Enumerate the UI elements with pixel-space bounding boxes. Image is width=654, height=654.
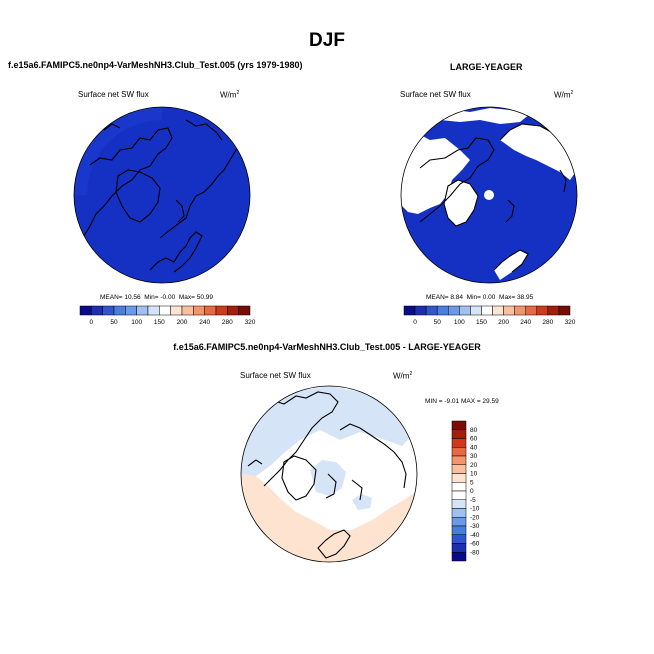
panel3-colorbar-swatch [451,482,467,492]
panel3-colorbar-tick-label: -80 [470,549,480,556]
panel3-colorbar-swatch [451,534,467,544]
panel2-units: W/m2 [554,90,574,100]
panel1-colorbar-tick-label: 280 [222,319,233,326]
panel3-colorbar-swatch [451,438,467,448]
panel3-colorbar-tick-label: -10 [470,506,480,513]
panel1-colorbar-tick-label: 100 [131,319,142,326]
panel3-colorbar-tick-label: 20 [470,462,478,469]
panel1-colorbar-tick-label: 0 [90,319,94,326]
panel1-variable: Surface net SW flux [78,90,149,99]
panel3-colorbar-tick-label: 0 [470,488,474,495]
panel3-colorbar-swatch [451,499,467,509]
panel3-coast-greenland [281,455,317,501]
panel2-colorbar-tick-label: 0 [413,319,417,326]
panel1-colorbar-tick-label: 320 [245,319,256,326]
panel3-colorbar-swatch [451,473,467,483]
panel3-colorbar-swatch [451,525,467,535]
panel3-colorbar-swatch [451,464,467,474]
panel2-colorbar-tick-label: 50 [434,319,442,326]
figure-title: DJF [309,30,345,51]
panel3-colorbar-swatch [451,543,467,553]
panel3-colorbar-swatch [451,508,467,518]
panel3-colorbar-tick-label: 80 [470,427,478,434]
panel1-colorbar-tick-label: 240 [199,319,210,326]
panel3-coast-scandinavia [317,529,351,559]
panel1-title: f.e15a6.FAMIPC5.ne0np4-VarMeshNH3.Club_T… [8,60,303,70]
panel2-land-scandinavia [494,250,528,280]
panel3-colorbar-tick-label: -20 [470,514,480,521]
panel3-units: W/m2 [393,371,413,381]
panel3-colorbar-swatch [451,447,467,457]
panel1-coast-north-america [83,127,173,237]
panel1-colorbar-swatch [238,305,251,316]
panel3-variable: Surface net SW flux [240,371,311,380]
panel3-coast-north-america [261,391,339,487]
panel1-units: W/m2 [220,90,240,100]
panel3-colorbar-swatch [451,429,467,439]
panel1-coast-scandinavia [149,231,203,273]
panel3-colorbar-swatch [451,420,467,430]
panel1-stats: MEAN= 10.56 Min= -0.00 Max= 50.99 [100,294,214,301]
panel1-colorbar-tick-label: 50 [110,319,118,326]
panel3-colorbar-tick-label: -30 [470,523,480,530]
panel2-title: LARGE-YEAGER [450,62,523,72]
panel2-colorbar-tick-label: 100 [454,319,465,326]
panel3-colorbar-swatch [451,490,467,500]
panel2-stats: MEAN= 8.84 Min= 0.00 Max= 38.95 [426,294,534,301]
panel3-positive-region [241,474,417,562]
panel3-colorbar-tick-label: 5 [470,479,474,486]
panel1-colorbar-tick-label: 150 [154,319,165,326]
panel2-colorbar-tick-label: 320 [565,319,576,326]
panel3-negative-region [241,386,410,476]
panel3-colorbar-tick-label: 30 [470,453,478,460]
panel2-colorbar-tick-label: 240 [520,319,531,326]
panel1-coast-eurasia [159,141,243,239]
panel1-colorbar-tick-label: 200 [177,319,188,326]
panel3-colorbar-tick-label: -5 [470,497,476,504]
panel3-colorbar-swatch [451,517,467,527]
panel2-land-north-america [401,132,470,214]
panel3-colorbar-swatch [451,455,467,465]
panel2-land-greenland [444,180,478,226]
panel2-variable: Surface net SW flux [400,90,471,99]
panel3-colorbar-swatch [451,552,467,562]
panel3-colorbar-tick-label: -60 [470,541,480,548]
panel3-coast-eurasia [339,423,407,489]
panel3-colorbar-tick-label: 40 [470,444,478,451]
panel2-pole-gap [484,190,494,200]
panel3-colorbar-tick-label: 60 [470,436,478,443]
panel3-colorbar-tick-label: 10 [470,471,478,478]
panel2-colorbar-tick-label: 200 [498,319,509,326]
panel1-coast-greenland [115,169,161,223]
panel2-colorbar-swatch [558,305,571,316]
panel2-colorbar-tick-label: 150 [476,319,487,326]
panel3-stats: MIN = -9.01 MAX = 29.59 [425,398,499,405]
panel3-title: f.e15a6.FAMIPC5.ne0np4-VarMeshNH3.Club_T… [173,342,481,352]
panel3-colorbar-tick-label: -40 [470,532,480,539]
panel2-colorbar-tick-label: 280 [542,319,553,326]
